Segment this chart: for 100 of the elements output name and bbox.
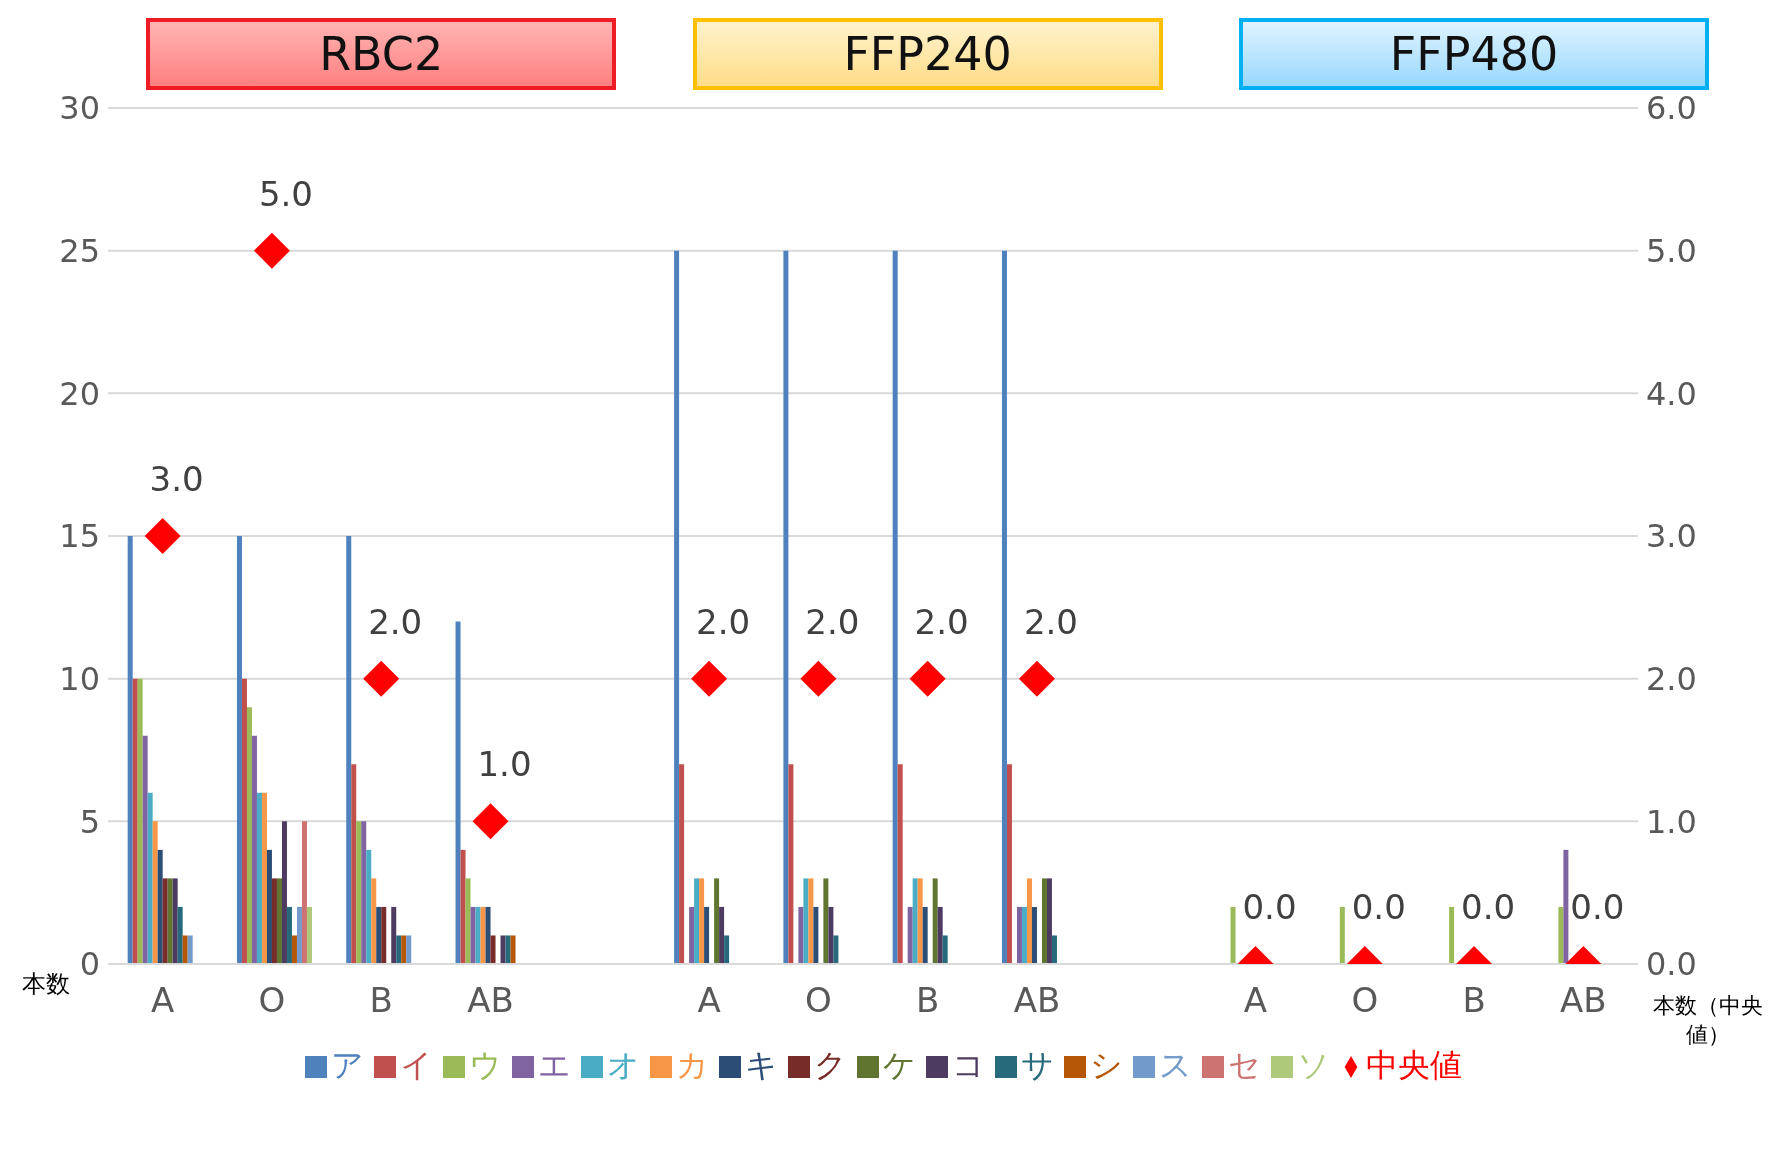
bar <box>261 792 267 964</box>
legend-label: ス <box>1158 1046 1192 1084</box>
bar <box>142 735 148 964</box>
x-tick-label: B <box>915 980 940 1021</box>
text: FFP240 <box>692 18 1163 90</box>
x-tick-label: B <box>1462 980 1486 1021</box>
bar <box>296 906 302 964</box>
bar <box>256 792 262 964</box>
bar <box>157 849 163 964</box>
text: FFP480 <box>1239 18 1710 90</box>
bar <box>798 906 804 964</box>
bar <box>1046 878 1052 964</box>
bar <box>922 906 928 964</box>
x-tick-label: AB <box>1560 980 1607 1021</box>
bar <box>1031 906 1037 964</box>
legend-label: セ <box>1227 1046 1261 1084</box>
data-label: 0.0 <box>1351 887 1406 928</box>
bar <box>500 935 506 964</box>
x-tick-label: A <box>151 980 175 1021</box>
bar <box>162 878 168 964</box>
legend-label: カ <box>675 1046 709 1084</box>
bar <box>679 764 685 964</box>
bar <box>1449 906 1455 964</box>
bar <box>396 935 402 964</box>
bar <box>460 849 466 964</box>
bar <box>480 906 486 964</box>
bar <box>1230 906 1236 964</box>
bar <box>241 678 247 964</box>
y-tick-label: 20 <box>59 374 100 413</box>
bar <box>301 821 307 964</box>
bar <box>788 764 794 964</box>
bar <box>470 906 476 964</box>
bar <box>714 878 720 964</box>
legend-label: 中央値 <box>1365 1046 1462 1084</box>
y2-tick-label: 5.0 <box>1646 232 1697 271</box>
bar <box>391 906 397 964</box>
legend-label: ウ <box>468 1046 502 1084</box>
bar <box>291 935 297 964</box>
bar <box>137 678 143 964</box>
y-axis-title: 本数 <box>22 969 70 1000</box>
bar <box>803 878 809 964</box>
legend-label: イ <box>399 1046 433 1084</box>
bar <box>1339 906 1345 964</box>
text: RBC2 <box>146 18 617 90</box>
bar <box>152 821 158 964</box>
bar <box>182 935 188 964</box>
bar <box>828 906 834 964</box>
legend-label: エ <box>537 1046 571 1084</box>
data-label: 0.0 <box>1242 887 1297 928</box>
bar <box>907 906 913 964</box>
bar <box>401 935 407 964</box>
bar <box>1051 935 1057 964</box>
bar <box>719 906 725 964</box>
y-tick-label: 10 <box>59 660 100 699</box>
data-label: 2.0 <box>696 601 751 642</box>
y2-tick-label: 0.0 <box>1646 945 1697 984</box>
bar <box>783 250 789 964</box>
bar <box>897 764 903 964</box>
y2-tick-label: 2.0 <box>1646 660 1697 699</box>
bar <box>833 935 839 964</box>
bar <box>485 906 491 964</box>
y-tick-label: 30 <box>59 89 100 128</box>
bar <box>912 878 918 964</box>
bar <box>306 906 312 964</box>
y2-tick-label: 6.0 <box>1646 89 1697 128</box>
bar <box>381 906 387 964</box>
bar <box>1563 849 1569 964</box>
bar <box>281 821 287 964</box>
legend-label: コ <box>951 1046 985 1084</box>
bar <box>1026 878 1032 964</box>
bar <box>276 878 282 964</box>
x-tick-label: O <box>804 980 832 1021</box>
legend-label: サ <box>1020 1046 1054 1084</box>
bar <box>932 878 938 964</box>
y2-tick-label: 3.0 <box>1646 517 1697 556</box>
bar <box>699 878 705 964</box>
bar <box>266 849 272 964</box>
data-label: 2.0 <box>1023 601 1078 642</box>
bar <box>1021 906 1027 964</box>
bar <box>674 250 680 964</box>
bar <box>505 935 511 964</box>
bar <box>246 707 252 964</box>
data-label: 2.0 <box>914 601 969 642</box>
bar <box>147 792 153 964</box>
bar <box>475 906 481 964</box>
bar <box>356 821 362 964</box>
y-tick-label: 25 <box>59 232 100 271</box>
bar <box>366 849 372 964</box>
y-tick-label: 15 <box>59 517 100 556</box>
bar <box>167 878 173 964</box>
bar <box>1558 906 1564 964</box>
x-tick-label: O <box>258 980 286 1021</box>
y2-axis-title: 本数（中央値） <box>1652 992 1764 1049</box>
bar <box>455 621 461 964</box>
bar <box>177 906 183 964</box>
x-tick-label: B <box>369 980 393 1021</box>
y2-tick-label: 1.0 <box>1646 802 1697 841</box>
legend-label: ク <box>813 1046 847 1084</box>
x-tick-label: O <box>1351 980 1379 1021</box>
y-tick-label: 5 <box>79 802 100 841</box>
